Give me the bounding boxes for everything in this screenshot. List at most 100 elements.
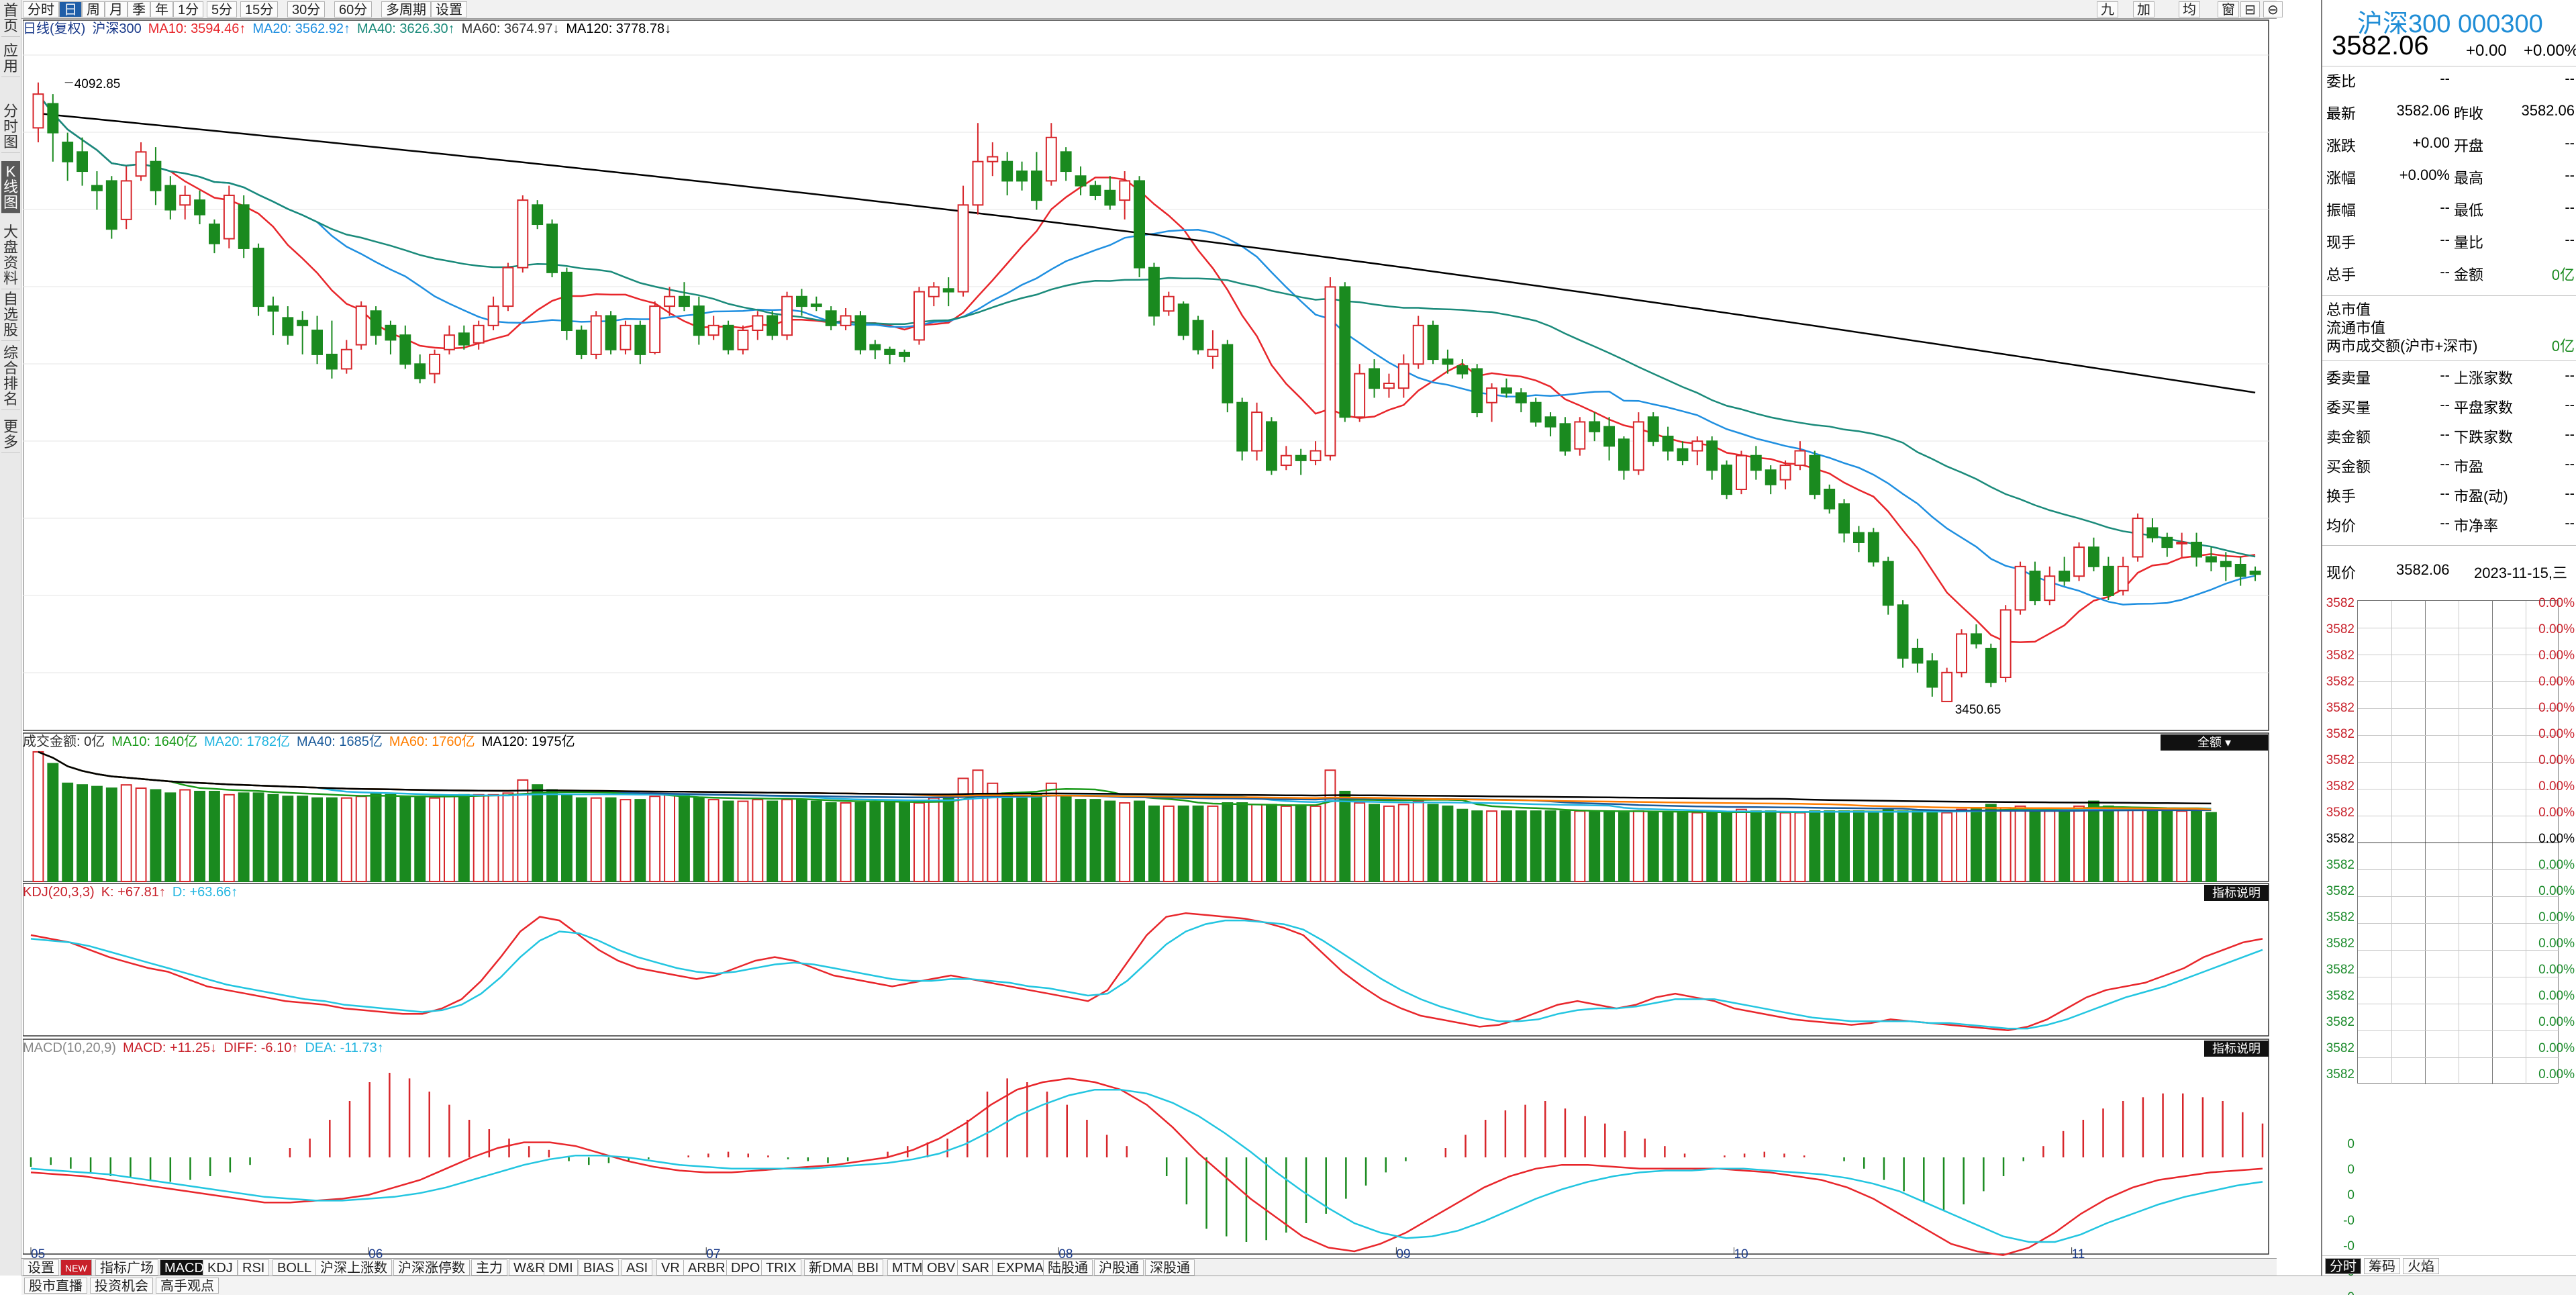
indicator-tab[interactable]: VR [656,1259,685,1276]
quote-label: 量比 [2454,234,2484,251]
indicator-tab[interactable]: EXPMA [992,1259,1049,1276]
volume-bar [928,797,940,882]
volume-bar [1162,805,1175,882]
quote-label: 最新 [2326,105,2357,122]
legend-macd-val: MACD: +11.25↓ [122,1041,217,1055]
indicator-tab[interactable]: 指标广场 [95,1259,158,1276]
candle-body [1456,365,1469,375]
period-tab[interactable]: 5分 [207,1,238,17]
indicator-tab[interactable]: BIAS [579,1259,619,1276]
status-live[interactable]: 股市直播 [24,1278,87,1294]
volume-bar [1779,812,1791,882]
legend-index: 沪深300 [92,21,142,36]
candle-body [1794,450,1806,467]
indicator-tab[interactable]: BOLL [273,1259,317,1276]
candle-body [605,315,617,350]
period-tab[interactable]: 年 [150,1,173,17]
quote-bottom-tab[interactable]: 分时 [2325,1258,2361,1274]
indicator-tab[interactable]: ASI [622,1259,653,1276]
indicator-tab[interactable]: SAR [957,1259,995,1276]
top-right-tab[interactable]: 九转 [2097,1,2118,34]
indicator-tab[interactable]: 沪深涨停数 [393,1259,470,1276]
candle-body [1207,348,1219,357]
top-right-tab[interactable]: ⊖ [2263,1,2283,17]
indicator-tab[interactable]: MTM [887,1259,928,1276]
top-right-tab[interactable]: 窗 [2218,1,2239,17]
candle-body [2014,565,2026,611]
volume-bar [1236,802,1248,882]
top-right-tab[interactable]: 加自选 [2133,1,2154,50]
month-label: 09 [1396,1247,1410,1259]
indicator-tab[interactable]: 新DMA [804,1259,857,1276]
volume-bar [1177,805,1189,882]
nav-watchlist[interactable]: 自选股 [1,289,20,341]
candle-body [1912,647,1924,664]
divider [2322,1255,2576,1256]
indicator-tab[interactable]: 沪股通 [1094,1259,1144,1276]
volume-bar [766,800,779,882]
indicator-tab[interactable]: DMI [544,1259,578,1276]
quote-bottom-tab[interactable]: 筹码 [2364,1258,2400,1274]
kline-chart[interactable]: 4129405039713891381237333654357434953964… [23,19,2270,1259]
period-tab[interactable]: 1分 [173,1,204,17]
nav-more[interactable]: 更多 [1,416,20,453]
candle-body [370,310,382,336]
indicator-tab[interactable]: TRIX [761,1259,801,1276]
indicator-tab[interactable]: W&R [509,1259,550,1276]
mini-pct-label: 0.00% [2538,701,2575,715]
volume-bar [810,800,822,882]
period-tab[interactable]: 分时 [23,1,59,17]
indicator-tab[interactable]: ARBR [683,1259,730,1276]
cap-label: 总市值 [2326,301,2371,318]
grid-line [2358,923,2559,924]
mini-vol-label: 0 [2347,1137,2355,1151]
period-tab[interactable]: 60分 [334,1,373,17]
nav-home[interactable]: 首页 [1,0,20,37]
chart-panel[interactable]: 4129405039713891381237333654357434953964… [23,19,2270,1259]
indicator-tab[interactable]: OBV [922,1259,960,1276]
quote-bottom-tab[interactable]: 火焰 [2403,1258,2439,1274]
breadth-value: -- [2440,426,2450,442]
grid-line [2358,681,2559,682]
period-tab[interactable]: 季 [128,1,150,17]
indicator-tab[interactable]: NEW [60,1259,92,1276]
indicator-tab[interactable]: 设置 [23,1259,59,1276]
candle-body [2146,527,2159,538]
breadth-label: 均价 [2326,518,2357,534]
nav-ranking[interactable]: 综合排名 [1,342,20,410]
volume-bar [1882,808,1894,882]
nav-kline[interactable]: K线图 [1,161,20,213]
volume-bar [884,802,896,882]
legend-ma120: MA120: 3778.78↓ [566,21,672,36]
indicator-tab[interactable]: 深股通 [1145,1259,1195,1276]
indicator-tab[interactable]: RSI [238,1259,270,1276]
quote-value: 0亿 [2551,267,2575,283]
indicator-tab[interactable]: DPO [726,1259,765,1276]
quote-change: +0.00 [2466,42,2507,60]
nav-timeshare[interactable]: 分时图 [1,101,20,153]
period-tab[interactable]: 日 [59,1,82,17]
period-tab[interactable]: 周 [82,1,105,17]
volume-mode-dropdown[interactable]: 全额 ▾ [2161,734,2268,751]
indicator-tab[interactable]: BBI [852,1259,884,1276]
period-tab[interactable]: 多周期 [381,1,431,17]
status-experts[interactable]: 高手观点 [156,1278,219,1294]
top-right-tab[interactable]: ⊟ [2240,1,2260,17]
macd-help-button[interactable]: 指标说明 [2204,1041,2269,1057]
period-tab[interactable]: 月 [105,1,128,17]
indicator-tab[interactable]: KDJ [203,1259,238,1276]
top-right-tab[interactable]: 均线 [2179,1,2200,34]
status-opportunity[interactable]: 投资机会 [90,1278,153,1294]
candle-body [326,353,338,370]
indicator-tab[interactable]: MACD [160,1259,209,1276]
period-tab[interactable]: 设置 [431,1,467,17]
period-tab[interactable]: 30分 [287,1,326,17]
nav-market-info[interactable]: 大盘资料 [1,222,20,289]
indicator-tab[interactable]: 沪深上涨数 [315,1259,392,1276]
nav-apps[interactable]: 应用 [1,40,20,77]
kdj-help-button[interactable]: 指标说明 [2204,885,2269,901]
candle-body [1589,421,1601,432]
indicator-tab[interactable]: 主力 [471,1259,507,1276]
indicator-tab[interactable]: 陆股通 [1043,1259,1093,1276]
period-tab[interactable]: 15分 [240,1,279,17]
